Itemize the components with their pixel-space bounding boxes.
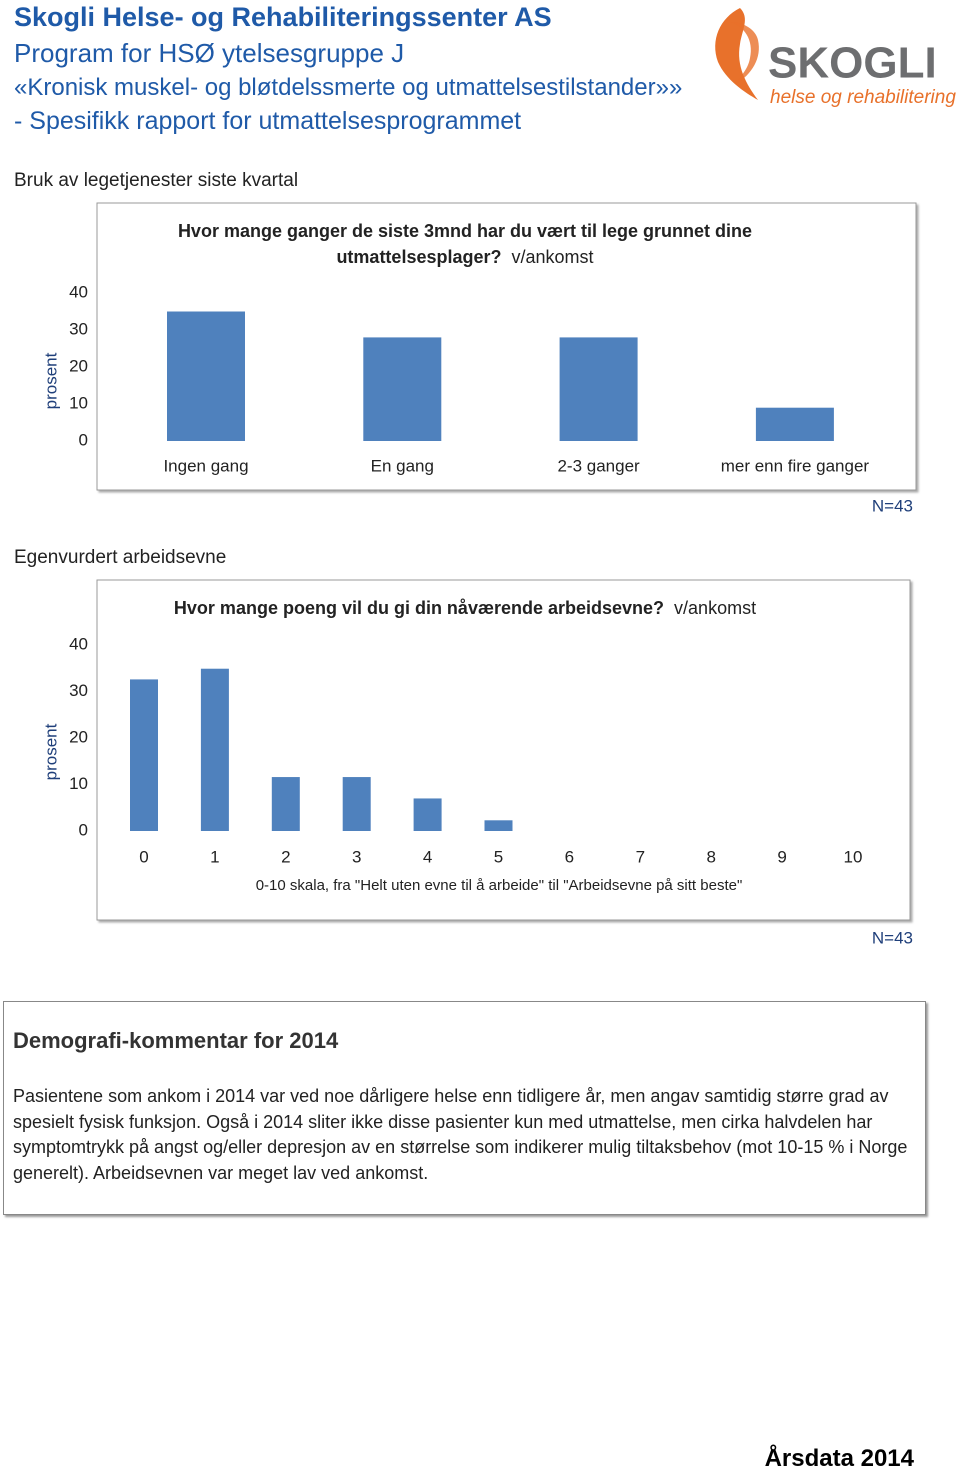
chart-frame (96, 579, 911, 921)
org-title: Skogli Helse- og Rehabiliteringssenter A… (14, 2, 552, 32)
logo-name: SKOGLI (768, 39, 937, 88)
y-tick-label: 10 (69, 393, 88, 412)
x-tick-label: 3 (352, 847, 361, 866)
x-tick-label: 7 (636, 847, 645, 866)
y-axis-label: prosent (41, 723, 60, 780)
bar (130, 679, 158, 831)
report-title: - Spesifikk rapport for utmattelsesprogr… (14, 107, 522, 135)
logo-tagline: helse og rehabilitering (770, 87, 956, 108)
bar (342, 777, 371, 831)
bar (484, 820, 513, 831)
chart-title: Hvor mange poeng vil du gi din nåværende… (110, 595, 820, 621)
x-tick-label: 4 (423, 847, 432, 866)
logo: SKOGLI helse og rehabilitering (715, 8, 956, 108)
chart-title: Hvor mange ganger de siste 3mnd har du v… (165, 218, 765, 270)
x-tick-label: 1 (210, 847, 219, 866)
y-tick-label: 30 (69, 681, 88, 700)
bar (271, 777, 300, 831)
logo-icon (715, 8, 759, 100)
y-tick-label: 40 (69, 634, 88, 653)
x-tick-label: 0 (139, 847, 148, 866)
section-heading: Egenvurdert arbeidsevne (14, 547, 227, 568)
y-axis-label: prosent (41, 352, 60, 409)
x-tick-label: En gang (371, 456, 434, 475)
section-heading: Bruk av legetjenester siste kvartal (14, 170, 299, 191)
x-tick-label: 6 (565, 847, 574, 866)
footer: Årsdata 2014 (764, 1445, 914, 1472)
chart-subtitle: v/ankomst (511, 247, 594, 267)
chart-title-text: Hvor mange ganger de siste 3mnd har du v… (177, 221, 753, 267)
y-tick-label: 10 (69, 774, 88, 793)
x-tick-label: 9 (777, 847, 786, 866)
x-tick-label: 5 (494, 847, 503, 866)
x-axis-label: 0-10 skala, fra "Helt uten evne til å ar… (256, 877, 743, 894)
program-title: Program for HSØ ytelsesgruppe J (14, 38, 405, 68)
sample-size: N=43 (872, 496, 913, 515)
y-tick-label: 20 (69, 727, 88, 746)
group-title: «Kronisk muskel- og bløtdelssmerte og ut… (14, 74, 683, 101)
x-tick-label: mer enn fire ganger (721, 456, 870, 475)
bar (200, 668, 229, 831)
bar (559, 337, 638, 441)
y-tick-label: 0 (79, 820, 88, 839)
chart-subtitle: v/ankomst (674, 598, 757, 618)
comment-text: Pasientene som ankom i 2014 var ved noe … (13, 1086, 908, 1183)
x-tick-label: 10 (844, 847, 863, 866)
bar (167, 311, 245, 441)
chart-title-text: Hvor mange poeng vil du gi din nåværende… (173, 598, 665, 618)
y-tick-label: 30 (69, 319, 88, 338)
sample-size: N=43 (872, 928, 913, 947)
bar (755, 407, 834, 441)
bar (363, 337, 442, 441)
y-tick-label: 20 (69, 356, 88, 375)
bar (413, 798, 442, 831)
x-tick-label: 8 (706, 847, 715, 866)
x-tick-label: 2 (281, 847, 290, 866)
comment-heading: Demografi-kommentar for 2014 (13, 1028, 339, 1053)
y-tick-label: 0 (79, 430, 88, 449)
x-tick-label: Ingen gang (163, 456, 248, 475)
x-tick-label: 2-3 ganger (557, 456, 640, 475)
comment-box (3, 1001, 926, 1215)
y-tick-label: 40 (69, 282, 88, 301)
